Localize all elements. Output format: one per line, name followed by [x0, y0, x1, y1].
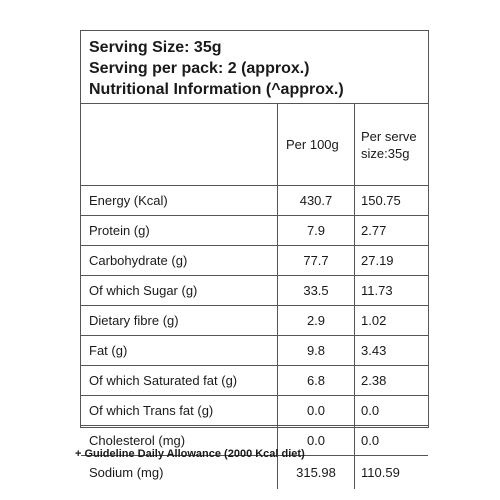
nutrient-name: Sodium (mg)	[89, 465, 164, 480]
per-serve-header-line2: size:35g	[361, 145, 410, 161]
table-row: Of which Saturated fat (g) 6.8 2.38	[81, 366, 428, 396]
nutrient-name: Carbohydrate (g)	[89, 253, 188, 268]
table-row: Carbohydrate (g) 77.7 27.19	[81, 246, 428, 276]
table-row: Of which Trans fat (g) 0.0 0.0	[81, 396, 428, 426]
per-serve-value: 2.77	[354, 216, 428, 245]
nutrient-name: Protein (g)	[89, 223, 150, 238]
nutrient-name: Cholesterol (mg)	[89, 433, 186, 448]
per-serve-value: 2.38	[354, 366, 428, 395]
per-serve-value: 150.75	[354, 186, 428, 215]
per-100g-value: 0.0	[277, 426, 354, 455]
per-serve-value: 1.02	[354, 306, 428, 335]
nutrition-table: Per 100g Per serve size:35g Energy (Kcal…	[81, 104, 428, 489]
per-serve-value: 110.59	[354, 456, 428, 489]
nutrient-name: Dietary fibre (g)	[89, 313, 179, 328]
per-100g-value: 33.5	[277, 276, 354, 305]
table-row: Fat (g) 9.8 3.43	[81, 336, 428, 366]
per-100g-value: 7.9	[277, 216, 354, 245]
per-100g-header: Per 100g	[277, 104, 354, 185]
table-body: Energy (Kcal) 430.7 150.75 Protein (g) 7.9 2.…	[81, 186, 428, 489]
nutrient-name: Of which Trans fat (g)	[89, 403, 214, 418]
nutrient-name: Fat (g)	[89, 343, 128, 358]
nutrient-name: Of which Sugar (g)	[89, 283, 198, 298]
table-row: Sodium (mg) 315.98 110.59	[81, 456, 428, 489]
table-row: Protein (g) 7.9 2.77	[81, 216, 428, 246]
per-100g-value: 6.8	[277, 366, 354, 395]
per-100g-value: 315.98	[277, 456, 354, 489]
nutrient-column-header	[81, 104, 277, 185]
per-serve-header-line1: Per serve	[361, 128, 417, 144]
per-100g-value: 2.9	[277, 306, 354, 335]
footnote: + Guideline Daily Allowance (2000 Kcal d…	[75, 448, 305, 460]
per-serve-header: Per serve size:35g	[354, 104, 428, 185]
per-100g-value: 430.7	[277, 186, 354, 215]
nutrition-facts-panel: Serving Size: 35g Serving per pack: 2 (a…	[80, 30, 429, 489]
nutrition-title: Nutritional Information (^approx.)	[89, 81, 344, 98]
table-row: Energy (Kcal) 430.7 150.75	[81, 186, 428, 216]
serving-size-text: Serving Size: 35g	[89, 39, 222, 56]
nutrition-header: Serving Size: 35g Serving per pack: 2 (a…	[81, 31, 428, 104]
per-serve-value: 27.19	[354, 246, 428, 275]
per-serve-value: 0.0	[354, 426, 428, 455]
per-100g-value: 77.7	[277, 246, 354, 275]
table-row: Cholesterol (mg) 0.0 0.0	[81, 426, 428, 456]
per-serve-value: 0.0	[354, 396, 428, 425]
table-header-row: Per 100g Per serve size:35g	[81, 104, 428, 186]
per-serve-value: 3.43	[354, 336, 428, 365]
nutrient-name: Of which Saturated fat (g)	[89, 373, 238, 388]
nutrient-name: Energy (Kcal)	[89, 193, 168, 208]
serving-per-pack-text: Serving per pack: 2 (approx.)	[89, 60, 310, 77]
table-row: Dietary fibre (g) 2.9 1.02	[81, 306, 428, 336]
per-100g-value: 9.8	[277, 336, 354, 365]
table-row: Of which Sugar (g) 33.5 11.73	[81, 276, 428, 306]
per-100g-value: 0.0	[277, 396, 354, 425]
per-serve-value: 11.73	[354, 276, 428, 305]
